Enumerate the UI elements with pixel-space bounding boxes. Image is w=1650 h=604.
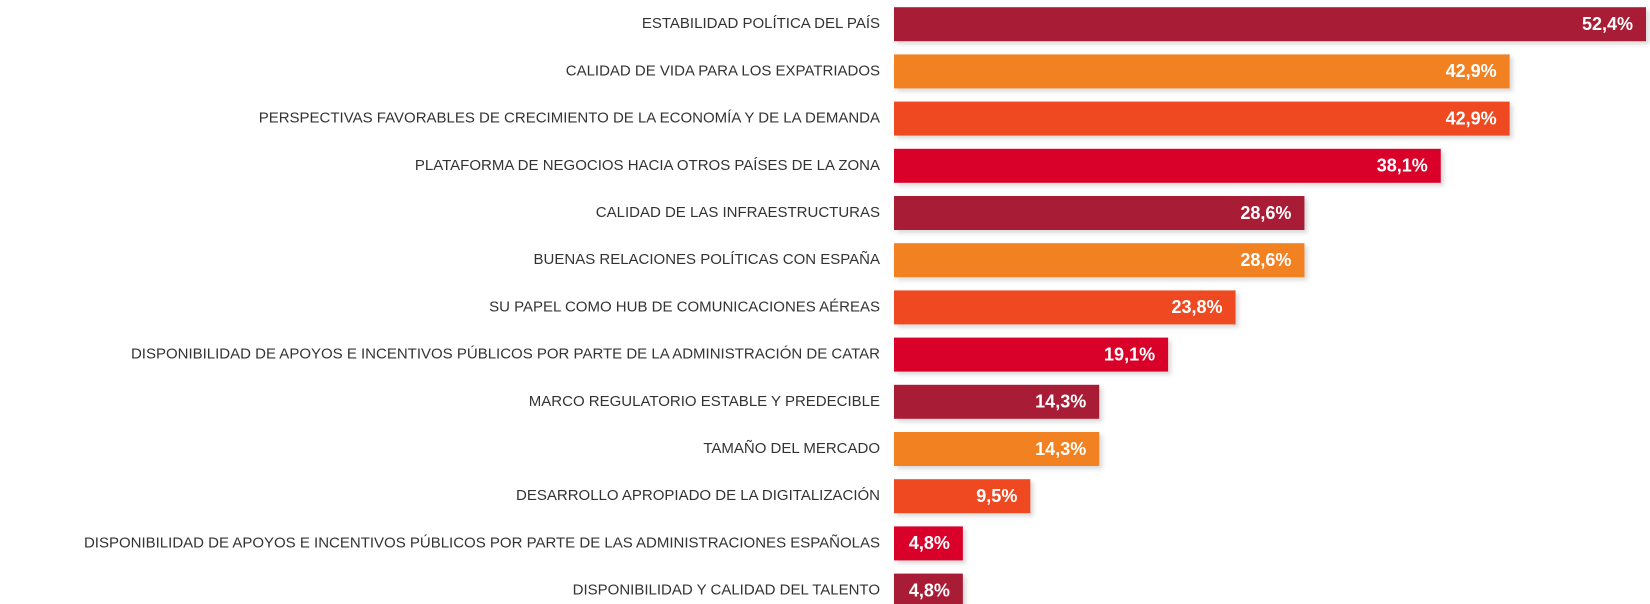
category-label: DESARROLLO APROPIADO DE LA DIGITALIZACIÓ… bbox=[516, 487, 880, 504]
category-label: PLATAFORMA DE NEGOCIOS HACIA OTROS PAÍSE… bbox=[415, 157, 880, 174]
bar bbox=[894, 432, 1100, 466]
value-label: 28,6% bbox=[1240, 250, 1291, 270]
value-label: 14,3% bbox=[1035, 392, 1086, 412]
value-label: 38,1% bbox=[1377, 156, 1428, 176]
value-label: 4,8% bbox=[909, 580, 950, 600]
bar bbox=[894, 196, 1305, 230]
value-label: 23,8% bbox=[1172, 297, 1223, 317]
category-label: SU PAPEL COMO HUB DE COMUNICACIONES AÉRE… bbox=[489, 298, 880, 315]
bar bbox=[894, 148, 1441, 183]
category-label: PERSPECTIVAS FAVORABLES DE CRECIMIENTO D… bbox=[259, 110, 880, 127]
bar bbox=[894, 479, 1031, 514]
category-label: CALIDAD DE LAS INFRAESTRUCTURAS bbox=[596, 204, 880, 221]
bar bbox=[894, 337, 1169, 372]
bar bbox=[894, 101, 1510, 136]
category-label: TAMAÑO DEL MERCADO bbox=[703, 440, 880, 457]
category-label: MARCO REGULATORIO ESTABLE Y PREDECIBLE bbox=[529, 393, 880, 410]
value-label: 14,3% bbox=[1035, 439, 1086, 459]
bar bbox=[894, 243, 1305, 278]
value-label: 52,4% bbox=[1582, 14, 1633, 34]
category-label: CALIDAD DE VIDA PARA LOS EXPATRIADOS bbox=[566, 62, 880, 79]
bar bbox=[894, 7, 1646, 42]
bar bbox=[894, 384, 1100, 419]
category-label: ESTABILIDAD POLÍTICA DEL PAÍS bbox=[642, 15, 880, 32]
category-label: DISPONIBILIDAD Y CALIDAD DEL TALENTO bbox=[573, 582, 880, 599]
bar bbox=[894, 573, 963, 604]
value-label: 42,9% bbox=[1446, 108, 1497, 128]
category-label: DISPONIBILIDAD DE APOYOS E INCENTIVOS PÚ… bbox=[131, 346, 880, 363]
value-label: 19,1% bbox=[1104, 344, 1155, 364]
value-label: 9,5% bbox=[976, 486, 1017, 506]
bar bbox=[894, 54, 1510, 89]
category-label: DISPONIBILIDAD DE APOYOS E INCENTIVOS PÚ… bbox=[84, 534, 880, 551]
value-label: 4,8% bbox=[909, 533, 950, 553]
value-label: 28,6% bbox=[1240, 203, 1291, 223]
bar bbox=[894, 526, 963, 561]
value-label: 42,9% bbox=[1446, 61, 1497, 81]
bar bbox=[894, 290, 1236, 325]
category-label: BUENAS RELACIONES POLÍTICAS CON ESPAÑA bbox=[534, 251, 880, 268]
